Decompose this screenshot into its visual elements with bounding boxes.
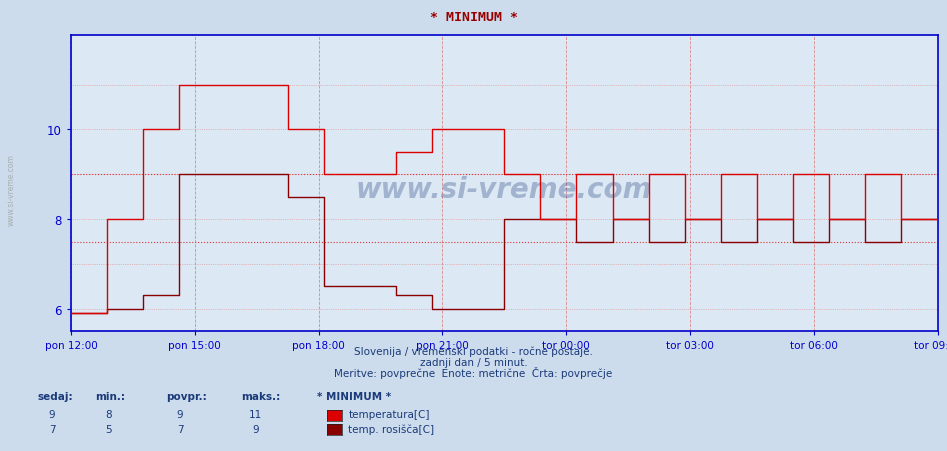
Text: temp. rosišča[C]: temp. rosišča[C] bbox=[348, 423, 435, 433]
Text: 7: 7 bbox=[177, 423, 183, 433]
Text: www.si-vreme.com: www.si-vreme.com bbox=[356, 176, 652, 204]
Text: www.si-vreme.com: www.si-vreme.com bbox=[7, 153, 16, 226]
Text: 9: 9 bbox=[177, 409, 183, 419]
Text: 8: 8 bbox=[106, 409, 112, 419]
Text: 7: 7 bbox=[49, 423, 55, 433]
Text: 5: 5 bbox=[106, 423, 112, 433]
Text: povpr.:: povpr.: bbox=[166, 391, 206, 401]
Text: zadnji dan / 5 minut.: zadnji dan / 5 minut. bbox=[420, 357, 527, 367]
Text: Slovenija / vremenski podatki - ročne postaje.: Slovenija / vremenski podatki - ročne po… bbox=[354, 345, 593, 356]
Text: temperatura[C]: temperatura[C] bbox=[348, 409, 430, 419]
Text: 11: 11 bbox=[249, 409, 262, 419]
Text: min.:: min.: bbox=[95, 391, 125, 401]
Text: 9: 9 bbox=[253, 423, 259, 433]
Text: 9: 9 bbox=[49, 409, 55, 419]
Text: Meritve: povprečne  Enote: metrične  Črta: povprečje: Meritve: povprečne Enote: metrične Črta:… bbox=[334, 367, 613, 378]
Text: sedaj:: sedaj: bbox=[38, 391, 74, 401]
Text: * MINIMUM *: * MINIMUM * bbox=[317, 391, 391, 401]
Text: maks.:: maks.: bbox=[241, 391, 280, 401]
Text: * MINIMUM *: * MINIMUM * bbox=[430, 11, 517, 24]
